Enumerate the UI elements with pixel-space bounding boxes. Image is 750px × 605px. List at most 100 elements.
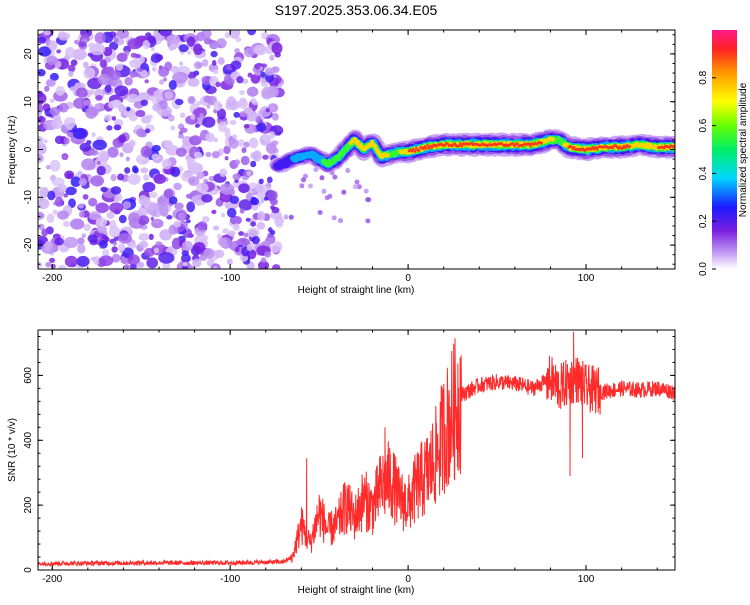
noise-blob [148, 233, 154, 240]
noise-blob [157, 196, 165, 204]
noise-blob [46, 79, 56, 87]
noise-blob [109, 202, 124, 213]
ridge-blob [570, 145, 573, 149]
noise-blob [38, 211, 45, 220]
noise-blob [214, 249, 225, 259]
noise-blob [175, 147, 187, 157]
noise-blob [331, 215, 337, 221]
colorbar-tick-label: 0.6 [698, 118, 709, 132]
noise-blob [98, 255, 114, 266]
snr-panel: -200 -100 0 100 0 200 400 600 Height of straig… [7, 329, 676, 596]
noise-blob [158, 252, 175, 264]
noise-blob [269, 54, 275, 61]
noise-blob [253, 44, 268, 56]
ridge-blob [370, 139, 375, 144]
noise-blob [64, 255, 78, 268]
noise-blob [324, 195, 330, 201]
noise-blob [254, 184, 264, 193]
noise-blob [90, 256, 97, 261]
noise-blob [263, 240, 271, 247]
noise-blob [197, 221, 208, 231]
noise-blob [234, 48, 240, 54]
noise-blob [341, 189, 347, 195]
noise-blob [95, 95, 103, 101]
noise-blob [70, 59, 78, 66]
top-y-label: Frequency (Hz) [7, 116, 18, 185]
noise-blob [70, 218, 85, 230]
noise-blob [272, 264, 281, 269]
noise-blob [94, 103, 101, 110]
noise-blob [217, 44, 222, 49]
noise-blob [96, 165, 106, 176]
noise-blob [97, 73, 111, 85]
noise-blob [275, 221, 284, 228]
noise-blob [49, 159, 61, 172]
noise-blob [87, 234, 98, 243]
noise-blob [237, 139, 245, 147]
noise-blob [246, 246, 253, 252]
noise-blob [44, 85, 50, 92]
noise-blob [260, 257, 267, 264]
noise-blob [271, 42, 283, 55]
noise-blob [252, 150, 262, 162]
noise-blob [247, 30, 257, 36]
noise-blob [216, 108, 227, 120]
noise-blob [113, 196, 120, 202]
noise-blob [182, 261, 188, 267]
y-tick-label: 600 [23, 367, 34, 384]
noise-blob [270, 205, 275, 210]
noise-blob [219, 183, 235, 196]
noise-blob [239, 90, 245, 96]
ridge-blob [628, 145, 632, 148]
noise-blob [123, 264, 130, 269]
noise-cloud [38, 30, 372, 269]
noise-blob [140, 167, 149, 174]
noise-blob [83, 61, 89, 68]
noise-blob [189, 135, 202, 146]
noise-blob [96, 225, 107, 234]
noise-blob [102, 249, 110, 257]
ridge-blob [459, 142, 462, 146]
noise-blob [87, 42, 96, 48]
noise-blob [110, 186, 122, 195]
noise-blob [363, 188, 369, 194]
noise-blob [186, 36, 196, 47]
noise-blob [68, 70, 74, 77]
noise-blob [196, 31, 205, 42]
noise-blob [129, 264, 137, 269]
noise-blob [262, 135, 271, 143]
noise-blob [88, 211, 101, 221]
ridge-blob [460, 144, 464, 148]
noise-blob [224, 156, 229, 161]
ridge-blob [527, 142, 530, 146]
noise-blob [182, 240, 193, 251]
noise-blob [58, 264, 67, 269]
noise-blob [159, 229, 172, 241]
noise-blob [193, 61, 203, 70]
top-x-ticks: -200 -100 0 100 [42, 30, 658, 284]
noise-blob [118, 134, 127, 143]
noise-blob [143, 174, 150, 181]
noise-blob [159, 204, 169, 217]
y-tick-label: 200 [23, 496, 34, 513]
noise-blob [313, 167, 319, 172]
noise-blob [111, 116, 117, 121]
noise-blob [104, 114, 113, 122]
noise-blob [39, 197, 44, 202]
noise-blob [94, 32, 106, 44]
noise-blob [174, 202, 184, 210]
noise-blob [213, 100, 222, 111]
noise-blob [338, 218, 343, 224]
noise-blob [247, 72, 253, 78]
noise-blob [245, 217, 251, 222]
x-tick-label: 100 [578, 574, 595, 585]
noise-blob [130, 52, 138, 58]
noise-blob [211, 60, 217, 66]
noise-blob [90, 149, 99, 156]
x-tick-label: 0 [405, 273, 411, 284]
noise-blob [211, 209, 217, 215]
noise-blob [140, 145, 152, 158]
noise-blob [244, 47, 255, 58]
